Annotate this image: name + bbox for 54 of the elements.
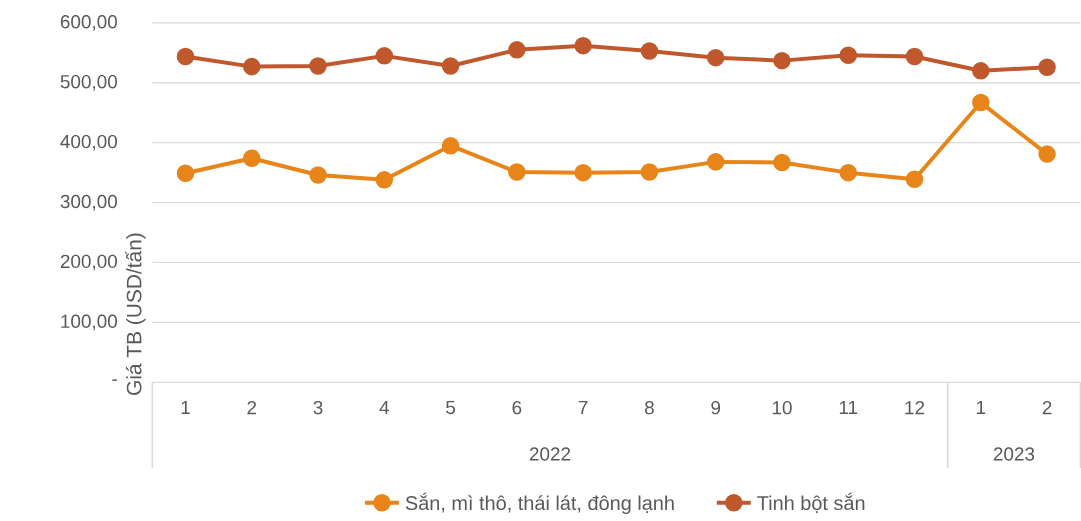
x-tick-label: 12 [905, 401, 925, 415]
x-tick-label: 3 [313, 401, 323, 415]
point [508, 163, 526, 181]
x-tick-label: 11 [839, 401, 858, 415]
point [706, 49, 725, 67]
point [441, 137, 460, 155]
point [309, 57, 327, 75]
legend-label: Tinh bột sắn [757, 492, 865, 514]
point [706, 153, 725, 171]
x-tick-label: 1 [181, 401, 190, 415]
point [375, 47, 394, 65]
point [309, 166, 327, 184]
point [773, 52, 791, 70]
x-tick-label: 5 [446, 401, 456, 415]
x-tick-label: 2 [1042, 401, 1052, 415]
x-tick-label: 2 [247, 401, 257, 415]
text: 2023 [993, 447, 1035, 461]
point [640, 163, 659, 181]
point [773, 153, 791, 172]
y-tick-label: 400,00 [60, 135, 117, 151]
point [242, 149, 261, 168]
y-tick-label: 300,00 [60, 194, 117, 211]
point [176, 164, 195, 183]
point [972, 93, 990, 112]
x-tick-label: 8 [644, 401, 654, 415]
point [441, 57, 460, 75]
point [839, 46, 857, 65]
x-tick-label: 7 [578, 401, 588, 415]
legend-label: Sắn, mì thô, thái lát, đông lạnh [405, 492, 674, 515]
point [1038, 58, 1056, 77]
x-tick-label: 4 [379, 401, 389, 415]
y-axis-title: Giá TB (USD/tấn) [125, 233, 146, 396]
y-tick-label: 500,00 [60, 75, 117, 91]
y-tick-label: 200,00 [60, 254, 117, 271]
x-tick-label: 10 [772, 401, 792, 415]
point [640, 42, 659, 60]
x-tick-label: 9 [711, 401, 721, 415]
point [242, 58, 261, 76]
point [839, 164, 857, 182]
point [972, 62, 990, 80]
point [905, 170, 924, 189]
point [905, 47, 924, 66]
y-tick-label: - [112, 379, 117, 382]
y-tick-label: 100,00 [61, 314, 117, 331]
point [574, 37, 592, 55]
text: 2022 [529, 447, 571, 461]
point [574, 164, 592, 182]
x-tick-label: 6 [512, 401, 522, 415]
y-tick-label: 600,00 [60, 15, 117, 31]
point [508, 41, 526, 59]
x-tick-label: 1 [976, 401, 986, 415]
point [375, 171, 394, 189]
point [1038, 145, 1056, 163]
point [176, 47, 195, 66]
